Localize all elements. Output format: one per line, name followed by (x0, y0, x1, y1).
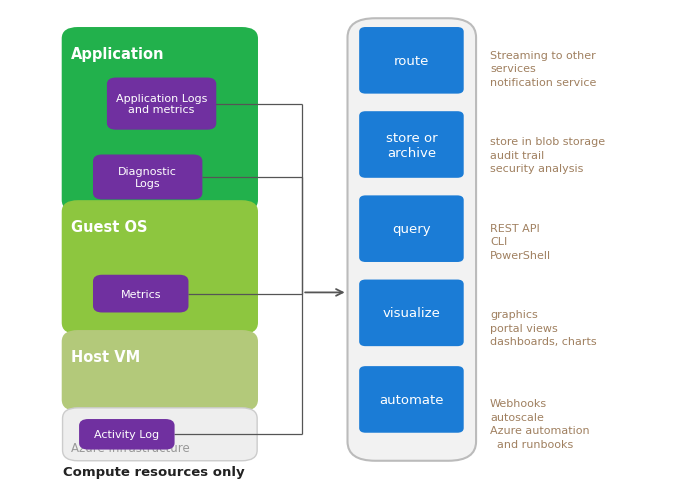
Text: store in blob storage
audit trail
security analysis: store in blob storage audit trail securi… (490, 137, 605, 174)
Text: REST API
CLI
PowerShell: REST API CLI PowerShell (490, 223, 551, 260)
FancyBboxPatch shape (80, 420, 174, 449)
Text: Azure Infrastructure: Azure Infrastructure (71, 441, 190, 454)
Text: store or
archive: store or archive (386, 131, 437, 159)
Text: Streaming to other
services
notification service: Streaming to other services notification… (490, 50, 596, 87)
FancyBboxPatch shape (63, 29, 257, 211)
FancyBboxPatch shape (63, 408, 257, 461)
FancyBboxPatch shape (94, 156, 202, 199)
Text: route: route (394, 55, 429, 68)
Text: Webhooks
autoscale
Azure automation
  and runbooks: Webhooks autoscale Azure automation and … (490, 398, 589, 449)
Text: Activity Log: Activity Log (95, 430, 159, 439)
FancyBboxPatch shape (360, 197, 463, 262)
FancyBboxPatch shape (94, 276, 188, 312)
FancyBboxPatch shape (108, 79, 215, 130)
Text: Host VM: Host VM (71, 349, 140, 364)
FancyBboxPatch shape (63, 202, 257, 334)
FancyBboxPatch shape (63, 331, 257, 410)
FancyBboxPatch shape (348, 19, 476, 461)
Text: Application Logs
and metrics: Application Logs and metrics (116, 94, 207, 115)
Text: Guest OS: Guest OS (71, 220, 147, 235)
FancyBboxPatch shape (360, 29, 463, 94)
Text: Compute resources only: Compute resources only (63, 465, 244, 478)
Text: visualize: visualize (382, 307, 441, 320)
Text: Metrics: Metrics (120, 289, 161, 299)
Text: query: query (392, 223, 431, 236)
FancyBboxPatch shape (360, 113, 463, 178)
Text: graphics
portal views
dashboards, charts: graphics portal views dashboards, charts (490, 310, 596, 347)
Text: automate: automate (379, 393, 443, 406)
Text: Diagnostic
Logs: Diagnostic Logs (118, 167, 177, 188)
FancyBboxPatch shape (360, 367, 463, 432)
Text: Application: Application (71, 47, 165, 62)
FancyBboxPatch shape (360, 281, 463, 346)
